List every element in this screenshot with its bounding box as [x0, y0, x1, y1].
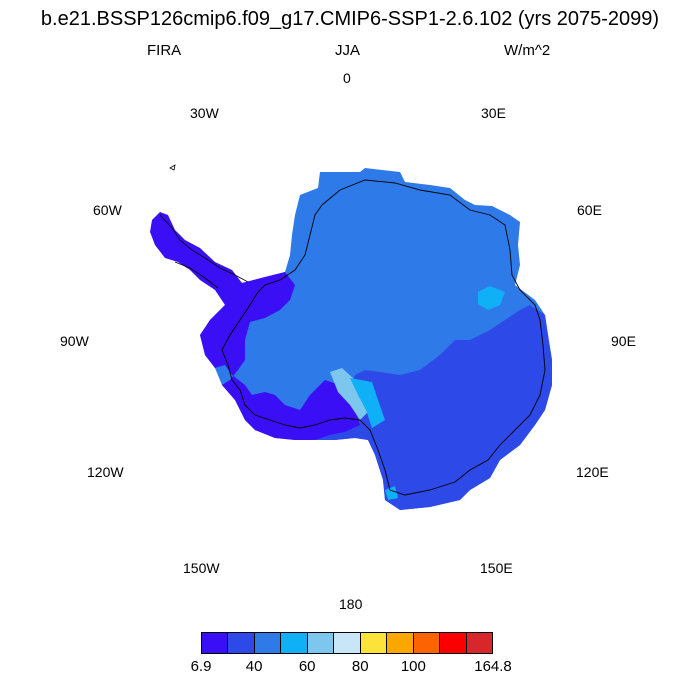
lon-label-60w: 60W — [93, 202, 122, 218]
variable-label: FIRA — [147, 42, 182, 59]
light-patch-east — [478, 286, 505, 310]
light-patch-ross2 — [350, 378, 385, 428]
colorbar-swatch — [281, 633, 308, 653]
light-patch-coast — [385, 486, 398, 500]
lon-label-120w: 120W — [87, 464, 124, 480]
colorbar-tick-label: 6.9 — [190, 658, 212, 675]
colorbar-swatch — [228, 633, 255, 653]
colorbar-tick-label: 60 — [298, 658, 316, 675]
colorbar-swatch — [413, 633, 441, 653]
lon-label-120e: 120E — [576, 464, 609, 480]
colorbar-swatch — [360, 633, 388, 653]
peninsula-coast — [159, 214, 249, 289]
lon-label-90w: 90W — [60, 333, 89, 349]
colorbar-tick-label: 100 — [400, 658, 426, 675]
colorbar-swatch — [254, 633, 282, 653]
colorbar-swatch — [307, 633, 335, 653]
colorbar-swatch — [387, 633, 414, 653]
map-title: b.e21.BSSP126cmip6.f09_g17.CMIP6-SSP1-2.… — [40, 8, 660, 30]
colorbar-swatch — [440, 633, 467, 653]
colorbar-tick-label: 80 — [351, 658, 369, 675]
coastline — [221, 179, 546, 496]
lon-label-30e: 30E — [481, 105, 506, 121]
lon-label-150w: 150W — [183, 560, 220, 576]
colorbar-swatch — [334, 633, 361, 653]
light-patch-ross — [330, 368, 368, 420]
colorbar-swatch — [202, 633, 229, 653]
east-region — [315, 305, 552, 510]
lon-label-180: 180 — [339, 596, 363, 612]
lon-label-60e: 60E — [577, 202, 602, 218]
colorbar-tick-label: 40 — [245, 658, 263, 675]
colorbar-tick-label: 164.8 — [474, 658, 512, 675]
lon-label-150e: 150E — [480, 560, 513, 576]
lon-label-30w: 30W — [190, 105, 219, 121]
colorbar — [201, 632, 493, 654]
lon-label-0: 0 — [343, 70, 351, 86]
west-region — [150, 212, 360, 440]
small-island — [169, 164, 176, 171]
units-label: W/m^2 — [504, 42, 551, 59]
colorbar-swatch — [466, 633, 492, 653]
season-label: JJA — [335, 42, 361, 59]
lon-label-90e: 90E — [611, 333, 636, 349]
